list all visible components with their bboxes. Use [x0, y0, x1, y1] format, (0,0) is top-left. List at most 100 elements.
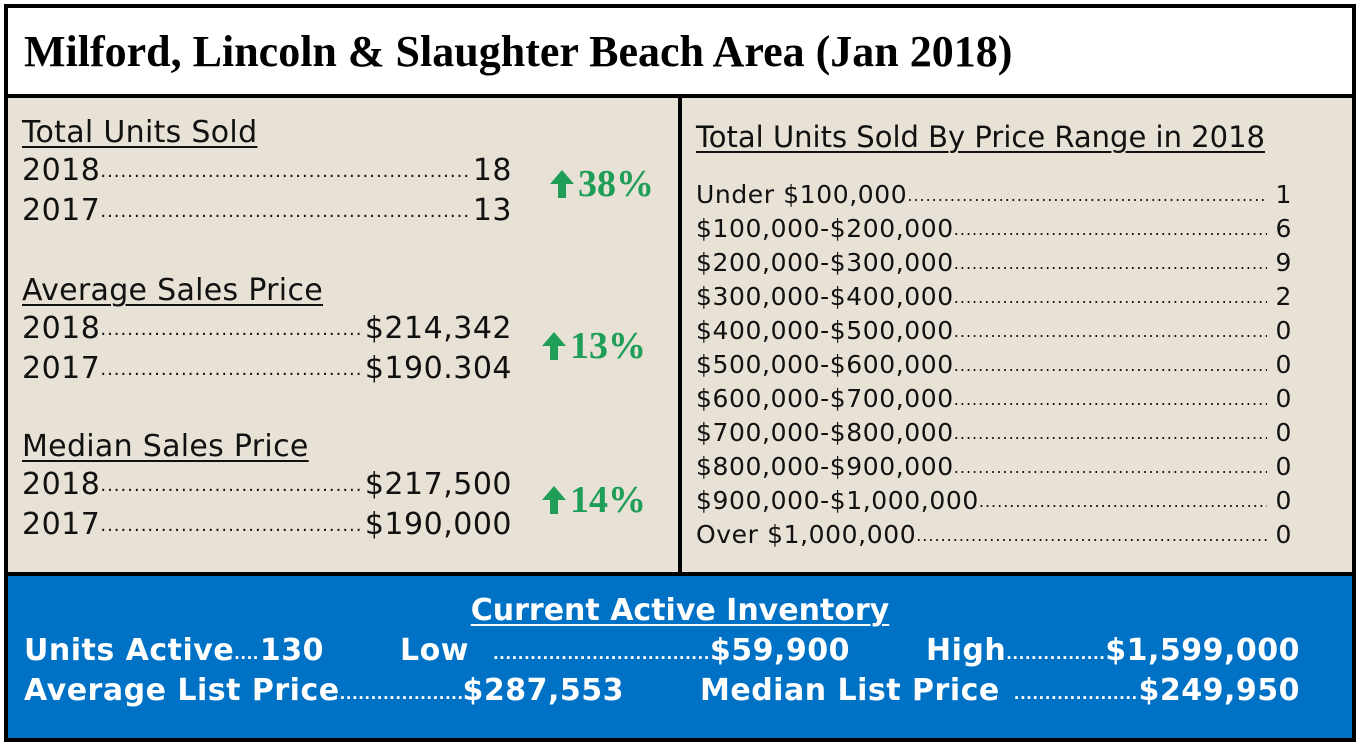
range-label: Under $100,000 — [696, 180, 908, 209]
range-label: $100,000-$200,000 — [696, 214, 954, 243]
total-units-row-2018: 2018 18 — [22, 154, 512, 188]
median-sales-price-heading: Median Sales Price — [22, 429, 309, 464]
title-banner: Milford, Lincoln & Slaughter Beach Area … — [4, 4, 1356, 98]
stat-value: $217,500 — [364, 467, 512, 502]
price-range-row: $900,000-$1,000,000 0 — [696, 486, 1292, 516]
average-price-row-2018: 2018 $214,342 — [22, 312, 512, 346]
dot-leader — [954, 221, 1268, 239]
price-range-row: $600,000-$700,000 0 — [696, 384, 1292, 414]
dot-leader — [100, 476, 360, 496]
range-label: $800,000-$900,000 — [696, 452, 954, 481]
median-price-row-2018: 2018 $217,500 — [22, 468, 512, 502]
range-label: $500,000-$600,000 — [696, 350, 954, 379]
year-label: 2018 — [22, 153, 101, 188]
average-list-price-row: Average List Price $287,553 — [24, 674, 624, 708]
dot-leader — [907, 187, 1267, 205]
page-title: Milford, Lincoln & Slaughter Beach Area … — [24, 27, 1013, 76]
price-range-row: Over $1,000,000 0 — [696, 520, 1292, 550]
total-units-row-2017: 2017 13 — [22, 194, 512, 228]
range-count: 0 — [1275, 384, 1292, 413]
dot-leader — [100, 202, 468, 222]
dot-leader — [954, 255, 1268, 273]
median-list-price-value: $249,950 — [1138, 673, 1300, 708]
dot-leader — [100, 360, 360, 380]
stat-value: $190,000 — [364, 507, 512, 542]
units-active-label: Units Active — [24, 633, 235, 668]
dot-leader — [100, 320, 360, 340]
yearly-stats-panel: Total Units Sold 2018 18 2017 13 38% Ave… — [4, 94, 682, 576]
low-label: Low — [400, 633, 469, 668]
range-count: 0 — [1275, 418, 1292, 447]
range-count: 2 — [1275, 282, 1292, 311]
dot-leader — [954, 459, 1268, 477]
dot-leader — [916, 527, 1267, 545]
range-count: 0 — [1275, 520, 1292, 549]
price-range-row: $100,000-$200,000 6 — [696, 214, 1292, 244]
price-range-row: Under $100,000 1 — [696, 180, 1292, 210]
percent-change: 13% — [570, 325, 646, 367]
range-label: $400,000-$500,000 — [696, 316, 954, 345]
range-label: Over $1,000,000 — [696, 520, 917, 549]
price-range-row: $200,000-$300,000 9 — [696, 248, 1292, 278]
average-price-row-2017: 2017 $190.304 — [22, 352, 512, 386]
price-range-row: $500,000-$600,000 0 — [696, 350, 1292, 380]
dot-leader — [954, 289, 1268, 307]
stat-value: $190.304 — [364, 351, 512, 386]
median-price-row-2017: 2017 $190,000 — [22, 508, 512, 542]
average-list-price-value: $287,553 — [462, 673, 624, 708]
high-value: $1,599,000 — [1105, 633, 1300, 668]
median-list-price-row: Median List Price $249,950 — [700, 674, 1300, 708]
total-units-heading: Total Units Sold — [22, 115, 258, 150]
dot-leader — [1006, 646, 1105, 662]
dot-leader — [100, 516, 360, 536]
range-count: 0 — [1275, 350, 1292, 379]
stat-value: $214,342 — [364, 311, 512, 346]
price-range-row: $300,000-$400,000 2 — [696, 282, 1292, 312]
year-label: 2017 — [22, 351, 101, 386]
dot-leader — [954, 357, 1268, 375]
dot-leader — [954, 323, 1268, 341]
low-value: $59,900 — [709, 633, 850, 668]
median-price-change: 14% — [540, 480, 646, 520]
range-count: 0 — [1275, 452, 1292, 481]
dot-leader — [954, 425, 1268, 443]
range-label: $900,000-$1,000,000 — [696, 486, 979, 515]
year-label: 2017 — [22, 507, 101, 542]
arrow-up-icon — [542, 332, 566, 360]
price-range-row: $700,000-$800,000 0 — [696, 418, 1292, 448]
average-list-price-label: Average List Price — [24, 673, 340, 708]
active-inventory-panel: Current Active Inventory Units Active 13… — [4, 572, 1356, 742]
low-price-row: Low $59,900 — [400, 634, 850, 668]
range-count: 6 — [1275, 214, 1292, 243]
arrow-up-icon — [550, 170, 574, 198]
price-range-row: $400,000-$500,000 0 — [696, 316, 1292, 346]
range-count: 0 — [1275, 486, 1292, 515]
dot-leader — [493, 646, 710, 662]
range-label: $700,000-$800,000 — [696, 418, 954, 447]
inventory-heading: Current Active Inventory — [470, 593, 890, 628]
range-label: $300,000-$400,000 — [696, 282, 954, 311]
units-active-value: 130 — [259, 633, 324, 668]
year-label: 2017 — [22, 193, 101, 228]
dot-leader — [954, 391, 1268, 409]
dot-leader — [234, 646, 260, 662]
percent-change: 14% — [570, 479, 646, 521]
dot-leader — [100, 162, 468, 182]
dot-leader — [340, 686, 463, 702]
range-count: 9 — [1275, 248, 1292, 277]
high-label: High — [926, 633, 1007, 668]
year-label: 2018 — [22, 467, 101, 502]
total-units-change: 38% — [548, 164, 654, 204]
stat-value: 18 — [472, 153, 512, 188]
range-label: $600,000-$700,000 — [696, 384, 954, 413]
price-range-row: $800,000-$900,000 0 — [696, 452, 1292, 482]
units-active-row: Units Active 130 — [24, 634, 324, 668]
year-label: 2018 — [22, 311, 101, 346]
range-count: 1 — [1275, 180, 1292, 209]
dot-leader — [1014, 686, 1139, 702]
median-list-price-label: Median List Price — [700, 673, 1000, 708]
range-count: 0 — [1275, 316, 1292, 345]
dot-leader — [979, 493, 1268, 511]
range-label: $200,000-$300,000 — [696, 248, 954, 277]
high-price-row: High $1,599,000 — [926, 634, 1300, 668]
